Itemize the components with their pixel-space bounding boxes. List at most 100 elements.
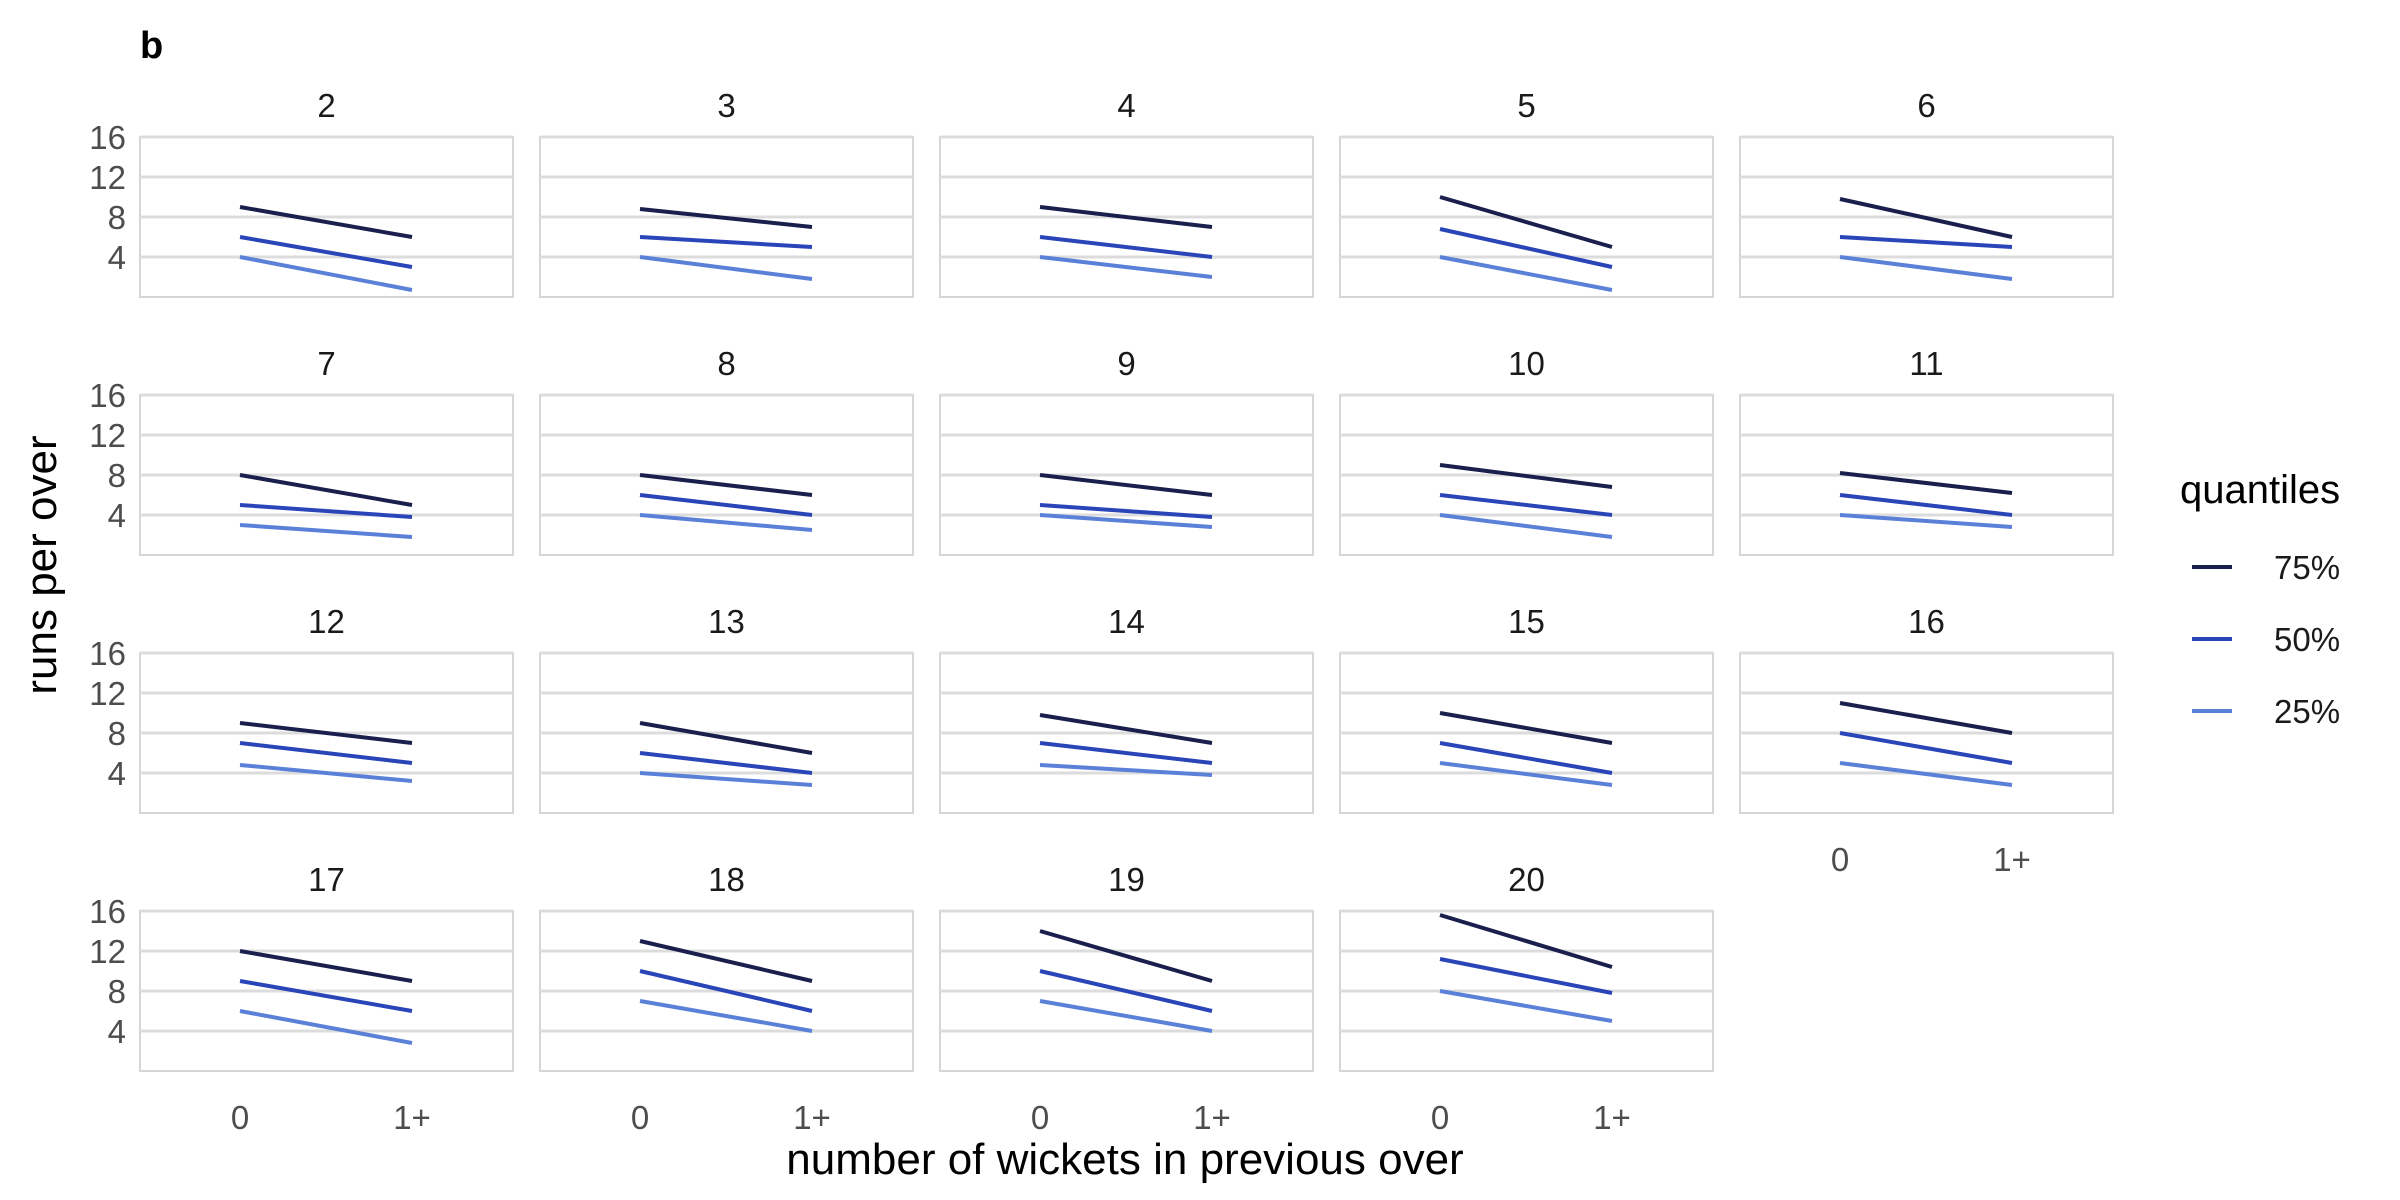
legend-entry-75%: 75%	[2192, 549, 2340, 586]
facet-panel-14: 14	[939, 603, 1314, 814]
series-line-25%	[1039, 513, 1213, 529]
legend-label: 50%	[2274, 621, 2340, 658]
series-line-25%	[1839, 513, 2013, 529]
x-tick-label: 0	[1831, 841, 1849, 878]
series-line-75%	[1439, 711, 1613, 745]
series-line-25%	[639, 999, 813, 1033]
y-axis-title: runs per over	[17, 435, 66, 694]
series-line-75%	[1039, 205, 1213, 229]
x-tick-label: 0	[1031, 1099, 1049, 1136]
series-line-75%	[1039, 713, 1213, 745]
series-line-25%	[1039, 763, 1213, 777]
facet-label: 8	[717, 345, 735, 382]
facet-panel-8: 8	[539, 345, 914, 556]
series-line-50%	[639, 969, 813, 1013]
y-tick-label: 12	[89, 159, 126, 196]
series-line-50%	[1439, 957, 1613, 995]
series-line-50%	[1439, 227, 1613, 269]
facet-label: 12	[308, 603, 345, 640]
facet-panel-6: 6	[1739, 87, 2114, 298]
y-tick-label: 4	[108, 755, 126, 792]
facet-panel-10: 10	[1339, 345, 1714, 556]
y-tick-label: 16	[89, 893, 126, 930]
facet-label: 6	[1917, 87, 1935, 124]
facet-label: 20	[1508, 861, 1545, 898]
series-line-75%	[1039, 929, 1213, 983]
series-line-75%	[239, 473, 413, 507]
y-tick-label: 4	[108, 239, 126, 276]
series-line-75%	[1039, 473, 1213, 497]
legend-title: quantiles	[2180, 468, 2340, 512]
series-line-50%	[1839, 731, 2013, 765]
series-line-25%	[639, 513, 813, 532]
series-line-75%	[639, 207, 813, 229]
y-tick-label: 4	[108, 1013, 126, 1050]
series-line-25%	[239, 523, 413, 539]
series-line-75%	[1439, 195, 1613, 249]
facet-label: 18	[708, 861, 745, 898]
facet-panel-3: 3	[539, 87, 914, 298]
series-line-50%	[639, 235, 813, 249]
series-line-75%	[1439, 463, 1613, 489]
series-line-50%	[1039, 969, 1213, 1013]
legend: quantiles 75% 50% 25%	[2180, 468, 2340, 730]
series-line-75%	[239, 205, 413, 239]
x-tick-label: 1+	[393, 1099, 431, 1136]
y-tick-label: 12	[89, 417, 126, 454]
legend-entries: 75% 50% 25%	[2192, 549, 2340, 730]
y-tick-label: 8	[108, 973, 126, 1010]
series-line-25%	[1039, 999, 1213, 1033]
x-tick-label: 0	[231, 1099, 249, 1136]
y-tick-label: 4	[108, 497, 126, 534]
facet-label: 15	[1508, 603, 1545, 640]
facet-panel-11: 11	[1739, 345, 2114, 556]
y-tick-label: 16	[89, 635, 126, 672]
y-tick-label: 12	[89, 933, 126, 970]
x-tick-label: 1+	[1193, 1099, 1231, 1136]
facet-label: 10	[1508, 345, 1545, 382]
series-line-25%	[239, 255, 413, 292]
figure-tag: b	[140, 25, 163, 67]
series-line-50%	[1439, 493, 1613, 517]
series-line-50%	[239, 979, 413, 1013]
y-tick-label: 16	[89, 377, 126, 414]
facet-panel-16: 16 0 1+	[1739, 603, 2114, 878]
y-tick-label: 8	[108, 457, 126, 494]
facet-panel-9: 9	[939, 345, 1314, 556]
series-line-25%	[1439, 513, 1613, 539]
legend-entry-25%: 25%	[2192, 693, 2340, 730]
series-line-50%	[239, 741, 413, 765]
facet-label: 16	[1908, 603, 1945, 640]
facet-label: 3	[717, 87, 735, 124]
series-line-50%	[1039, 741, 1213, 765]
y-tick-label: 16	[89, 119, 126, 156]
series-line-25%	[239, 1009, 413, 1045]
series-line-50%	[639, 751, 813, 775]
series-line-50%	[1039, 503, 1213, 519]
series-line-25%	[239, 763, 413, 783]
series-line-50%	[239, 503, 413, 519]
series-line-25%	[1439, 255, 1613, 292]
series-line-75%	[239, 721, 413, 745]
series-line-75%	[639, 721, 813, 755]
facet-panel-15: 15	[1339, 603, 1714, 814]
facet-label: 19	[1108, 861, 1145, 898]
series-line-25%	[1439, 761, 1613, 787]
y-tick-label: 8	[108, 199, 126, 236]
x-tick-label: 0	[631, 1099, 649, 1136]
series-line-25%	[639, 255, 813, 281]
facet-label: 11	[1909, 345, 1943, 382]
series-line-50%	[1839, 493, 2013, 517]
series-line-50%	[1039, 235, 1213, 259]
facet-label: 13	[708, 603, 745, 640]
series-line-75%	[239, 949, 413, 983]
facet-label: 4	[1117, 87, 1135, 124]
y-tick-label: 8	[108, 715, 126, 752]
legend-entry-50%: 50%	[2192, 621, 2340, 658]
legend-label: 75%	[2274, 549, 2340, 586]
